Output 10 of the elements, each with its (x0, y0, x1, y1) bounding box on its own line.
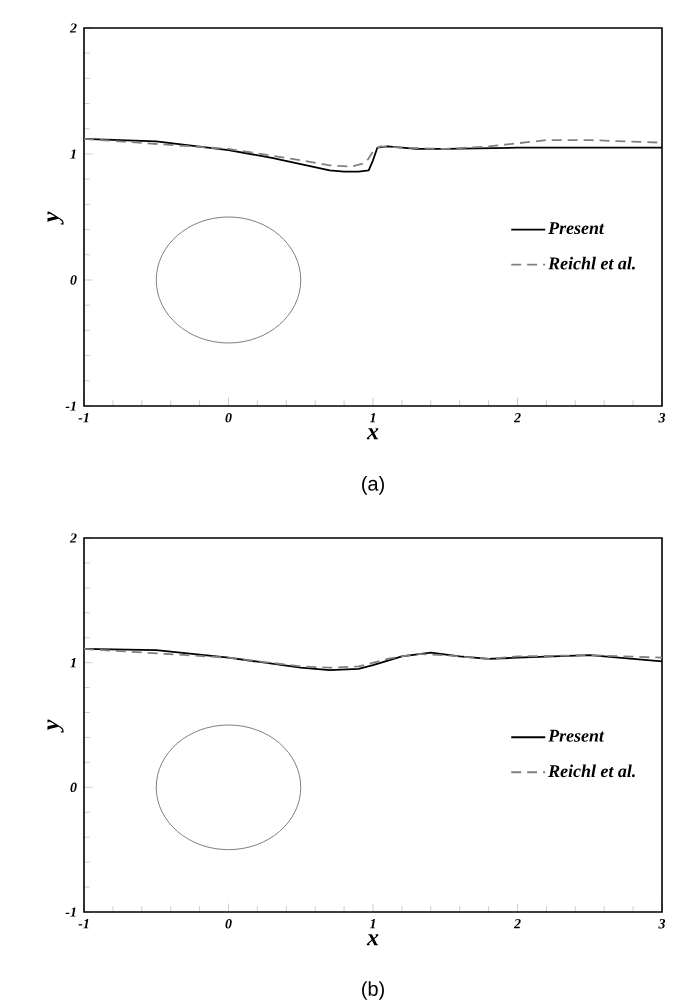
y-axis-title: y (47, 719, 64, 733)
legend-label: Reichl et al. (548, 256, 635, 270)
x-axis-title: x (366, 934, 379, 946)
x-axis-title: x (366, 428, 379, 440)
legend-label: Present (548, 222, 605, 235)
legend-label: Reichl et al. (548, 764, 635, 778)
y-axis-title: y (47, 211, 64, 225)
legend-label: Present (548, 729, 605, 742)
text: (a) (362, 476, 384, 495)
text: (b) (362, 981, 384, 1000)
